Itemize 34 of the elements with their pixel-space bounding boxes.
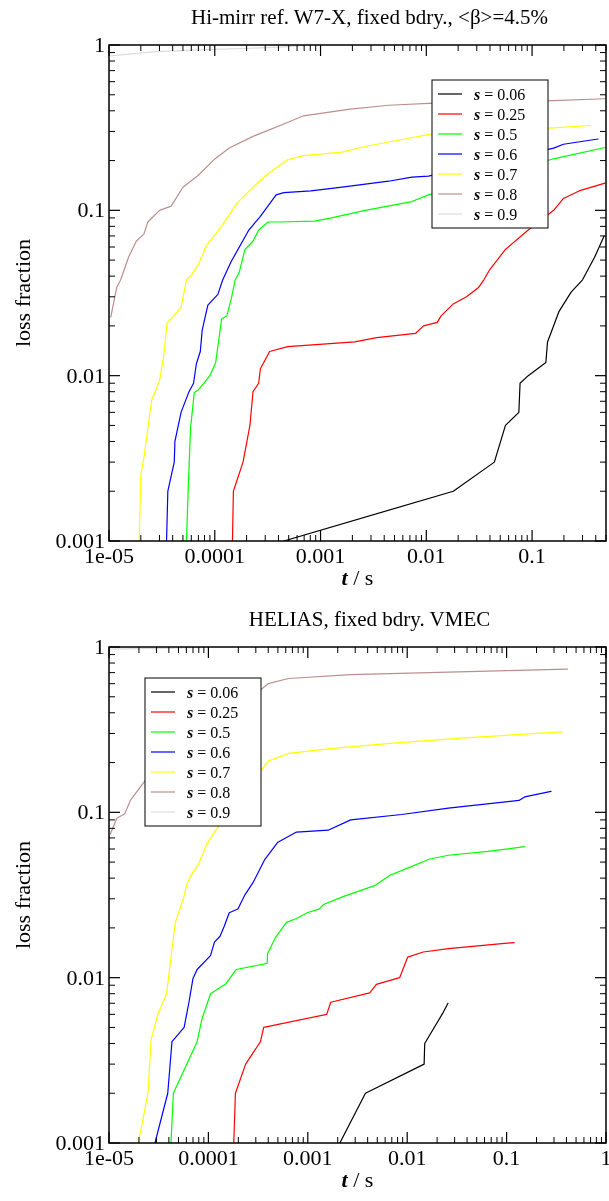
legend-label: s = 0.7: [473, 166, 518, 183]
y-tick-label: 0.1: [77, 197, 105, 223]
x-tick-label: 0.0001: [178, 1145, 239, 1170]
x-axis-title: t / s: [341, 1167, 374, 1192]
legend-label: s = 0.8: [473, 186, 518, 203]
y-tick-label: 1: [94, 32, 105, 57]
legend-label: s = 0.06: [473, 86, 526, 103]
x-tick-label: 0.0001: [184, 543, 246, 568]
legend-label: s = 0.8: [186, 784, 231, 801]
chart-title: Hi-mirr ref. W7-X, fixed bdry., <β>=4.5%: [190, 5, 549, 29]
y-tick-label: 0.01: [66, 964, 105, 990]
legend-label: s = 0.7: [186, 764, 231, 781]
x-axis-title: t / s: [341, 565, 374, 590]
legend-label: s = 0.9: [473, 206, 518, 223]
x-tick-label: 0.01: [387, 1145, 427, 1170]
legend-label: s = 0.06: [186, 684, 239, 701]
y-tick-label: 1: [94, 634, 105, 659]
legend-label: s = 0.5: [473, 126, 518, 143]
y-tick-label: 0.01: [66, 362, 105, 388]
x-tick-label: 0.01: [407, 543, 446, 568]
y-axis-title: loss fraction: [10, 238, 35, 348]
legend-label: s = 0.25: [186, 704, 239, 721]
x-tick-label: 0.001: [295, 543, 346, 568]
y-axis-title: loss fraction: [10, 840, 35, 950]
legend-label: s = 0.5: [186, 724, 231, 741]
x-tick-label: 0.1: [518, 543, 546, 568]
legend-label: s = 0.9: [186, 804, 231, 821]
legend-label: s = 0.6: [186, 744, 231, 761]
x-tick-label: 0.1: [492, 1145, 521, 1170]
x-tick-label: 0.001: [283, 1145, 333, 1170]
y-tick-label: 0.1: [77, 799, 105, 825]
legend-label: s = 0.6: [473, 146, 518, 163]
chart-title: HELIAS, fixed bdry. VMEC: [248, 607, 491, 631]
legend-label: s = 0.25: [473, 106, 526, 123]
